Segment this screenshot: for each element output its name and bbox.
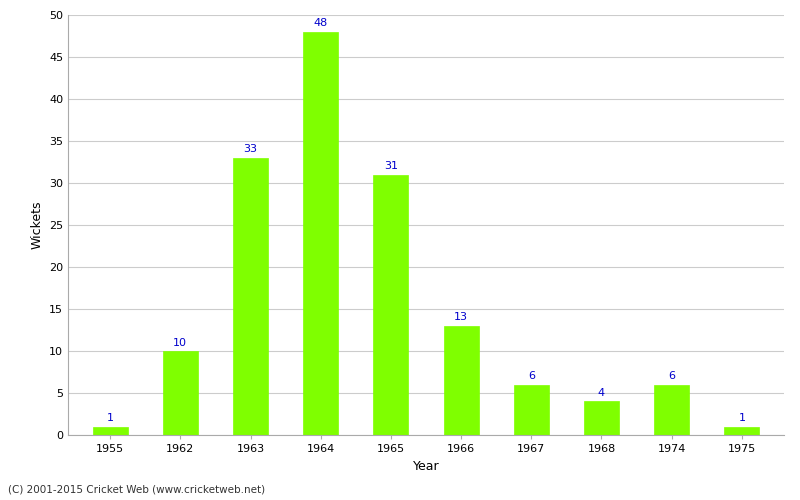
Text: 1: 1	[738, 413, 746, 423]
Y-axis label: Wickets: Wickets	[30, 200, 43, 249]
Bar	[374, 174, 409, 435]
Bar	[93, 426, 128, 435]
Bar	[654, 384, 690, 435]
Text: 1: 1	[106, 413, 114, 423]
X-axis label: Year: Year	[413, 460, 439, 472]
Bar	[443, 326, 478, 435]
Bar	[162, 351, 198, 435]
Text: 6: 6	[528, 371, 534, 381]
Text: 31: 31	[384, 161, 398, 171]
Bar	[233, 158, 268, 435]
Bar	[724, 426, 759, 435]
Text: 6: 6	[668, 371, 675, 381]
Text: 4: 4	[598, 388, 605, 398]
Text: 48: 48	[314, 18, 328, 28]
Bar	[584, 402, 619, 435]
Text: 13: 13	[454, 312, 468, 322]
Bar	[303, 32, 338, 435]
Text: 33: 33	[243, 144, 258, 154]
Text: 10: 10	[174, 338, 187, 347]
Bar	[514, 384, 549, 435]
Text: (C) 2001-2015 Cricket Web (www.cricketweb.net): (C) 2001-2015 Cricket Web (www.cricketwe…	[8, 485, 265, 495]
